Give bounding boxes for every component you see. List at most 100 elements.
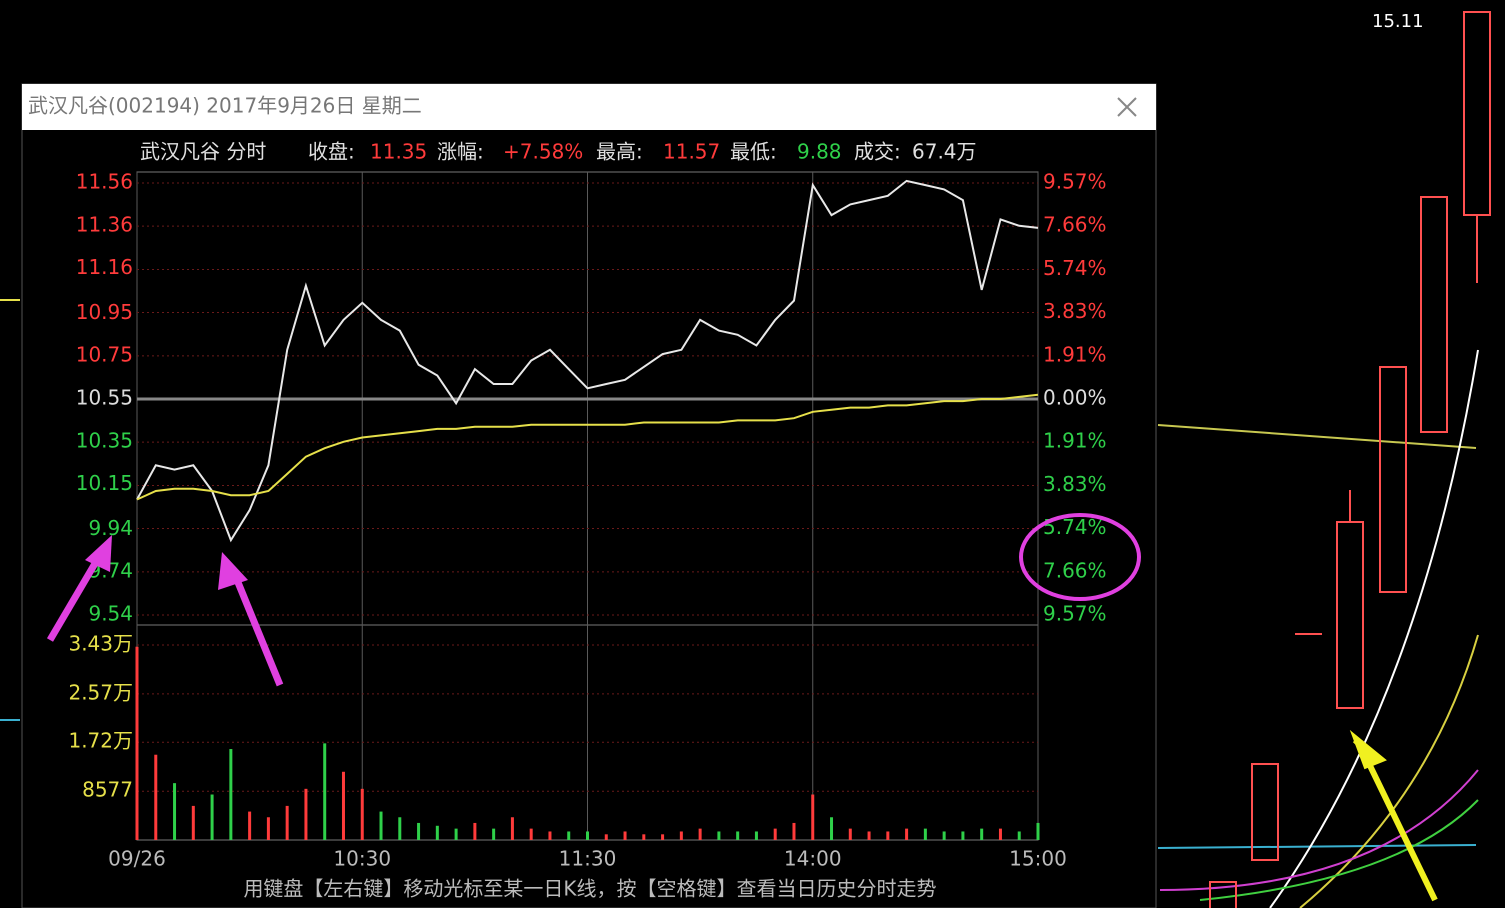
annotation-arrow-head — [85, 535, 112, 572]
volume-bar — [248, 811, 252, 840]
y2-tick-label: 0.00% — [1043, 386, 1107, 410]
volume-bar — [191, 805, 195, 840]
info-label: 最低: — [730, 140, 777, 164]
info-value: 9.88 — [797, 140, 842, 164]
hint-text: 用键盘【左右键】移动光标至某一日K线，按【空格键】查看当日历史分时走势 — [243, 877, 936, 901]
x-tick-label: 10:30 — [333, 847, 391, 871]
volume-bar — [529, 828, 533, 840]
volume-bar — [830, 817, 834, 840]
background-kline — [0, 11, 1491, 908]
volume-bar — [980, 828, 984, 840]
close-icon — [1117, 97, 1137, 117]
x-tick-label: 11:30 — [559, 847, 617, 871]
volume-bar — [154, 754, 158, 840]
volume-bar — [173, 783, 177, 840]
y2-tick-label: 3.83% — [1043, 299, 1107, 323]
annotation-circle — [1019, 513, 1141, 601]
info-label: 收盘: — [308, 140, 355, 164]
y-tick-label: 10.75 — [76, 343, 133, 367]
volume-bar — [473, 822, 477, 840]
volume-bar — [717, 831, 721, 840]
annotation-arrow-head — [1349, 729, 1387, 770]
volume-bar — [398, 817, 402, 840]
volume-bar — [266, 817, 270, 840]
volume-bar — [492, 828, 496, 840]
y2-tick-label: 9.57% — [1043, 170, 1107, 194]
bg-line — [1199, 799, 1479, 901]
bg-candle — [1420, 196, 1448, 433]
volume-bar — [679, 831, 683, 840]
bg-line — [1269, 349, 1479, 908]
volume-bar — [586, 831, 589, 840]
bg-candle — [1209, 881, 1237, 908]
bg-line — [1157, 424, 1477, 449]
bg-line — [1157, 844, 1477, 849]
close-button[interactable] — [1117, 97, 1137, 117]
info-value: 11.57 — [663, 140, 720, 164]
popup-titlebar — [22, 84, 1156, 130]
volume-bar — [210, 794, 214, 840]
price-line — [136, 179, 1039, 543]
volume-bar — [454, 828, 458, 840]
info-value: 11.35 — [370, 140, 427, 164]
plot: 09/26 10:30 11:30 14:00 15:00 9.57% 11.56 7.66%… — [68, 170, 1106, 871]
y-tick-label: 9.54 — [88, 602, 133, 626]
volume-bar — [623, 831, 627, 840]
volume-bar — [923, 828, 927, 840]
y-tick-label: 10.35 — [76, 428, 133, 452]
volume-bar — [1017, 831, 1021, 840]
volume-bar — [304, 788, 308, 840]
volume-bar — [661, 834, 665, 840]
x-tick-label: 09/26 — [108, 847, 166, 871]
y-tick-label: 3.43万 — [68, 632, 133, 656]
y2-tick-label: 9.57% — [1043, 602, 1107, 626]
volume-bar — [604, 834, 608, 840]
y-tick-label: 10.15 — [76, 471, 133, 495]
volume-bar — [886, 831, 890, 840]
volume-bar — [229, 749, 233, 840]
y2-tick-label: 3.83% — [1043, 472, 1107, 496]
annotation-arrow-head — [218, 552, 248, 590]
y2-tick-label: 1.91% — [1043, 429, 1107, 453]
info-value: +7.58% — [503, 140, 583, 164]
y-tick-label: 11.36 — [76, 212, 133, 236]
bg-line — [1299, 634, 1479, 908]
volume-bar — [379, 811, 383, 840]
y2-tick-label: 1.91% — [1043, 342, 1107, 366]
info-label: 成交: — [854, 140, 901, 164]
volume-bar — [510, 817, 514, 840]
volume-bar — [435, 825, 439, 840]
volume-bar — [1036, 822, 1040, 840]
volume-bar — [811, 794, 815, 840]
volume-bar — [698, 828, 702, 840]
popup-window — [21, 83, 1157, 908]
annotation-arrow — [46, 553, 104, 642]
volume-bar — [341, 771, 345, 840]
volume-bar — [942, 831, 946, 840]
x-tick-label: 15:00 — [1009, 847, 1067, 871]
volume-bar — [323, 743, 327, 840]
volume-bar — [642, 834, 646, 840]
bg-line — [1159, 769, 1479, 891]
annotations — [46, 513, 1141, 687]
info-bar: 武汉凡谷 分时 收盘: 11.35 涨幅: +7.58% 最高: 11.57 最… — [140, 140, 977, 164]
volume-bar — [867, 831, 871, 840]
y2-tick-label: 7.66% — [1043, 213, 1107, 237]
y-tick-label: 9.94 — [88, 516, 133, 540]
bg-candle — [1251, 763, 1279, 861]
y-tick-label: 10.95 — [76, 300, 133, 324]
bg-price-label: 15.11 — [1372, 11, 1424, 32]
volume-bar — [548, 831, 552, 840]
volume-bar — [135, 646, 139, 840]
price-line — [136, 393, 1039, 501]
volume-bar — [792, 822, 796, 840]
bg-candle — [1379, 366, 1407, 593]
volume-bar — [567, 831, 571, 840]
y-tick-label: 8577 — [82, 778, 133, 802]
volume-bar — [773, 828, 777, 840]
y-tick-label: 11.16 — [76, 255, 133, 279]
y-tick-label: 11.56 — [76, 170, 133, 194]
info-name: 武汉凡谷 分时 — [140, 140, 266, 164]
volume-bar — [754, 831, 758, 840]
